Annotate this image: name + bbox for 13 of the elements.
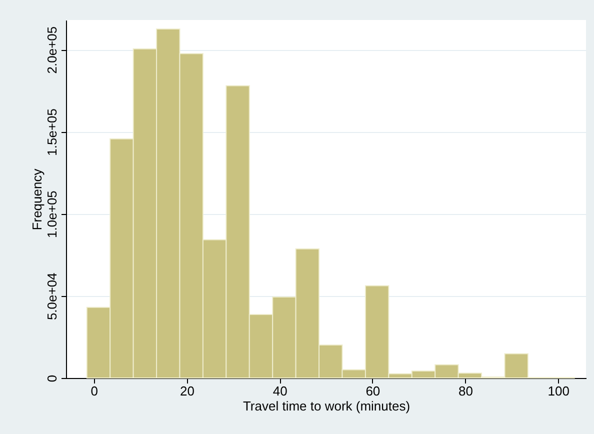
x-tick-label: 0 — [90, 384, 98, 398]
y-axis-title: Frequency — [30, 168, 44, 230]
y-tick-label: 1.0e+05 — [44, 190, 60, 238]
x-tick-label: 60 — [366, 384, 380, 398]
y-tick-label: 5.0e+04 — [44, 272, 60, 320]
x-tick-label: 80 — [458, 384, 474, 398]
x-tick-label: 40 — [272, 384, 288, 398]
x-axis-title: Travel time to work (minutes) — [242, 398, 410, 414]
y-tick-label: 0 — [44, 374, 60, 382]
y-tick-label: 2.0e+05 — [44, 26, 60, 74]
x-tick-label: 100 — [548, 384, 570, 398]
x-tick-label: 20 — [180, 384, 194, 398]
y-tick-label: 1.5e+05 — [44, 108, 60, 156]
